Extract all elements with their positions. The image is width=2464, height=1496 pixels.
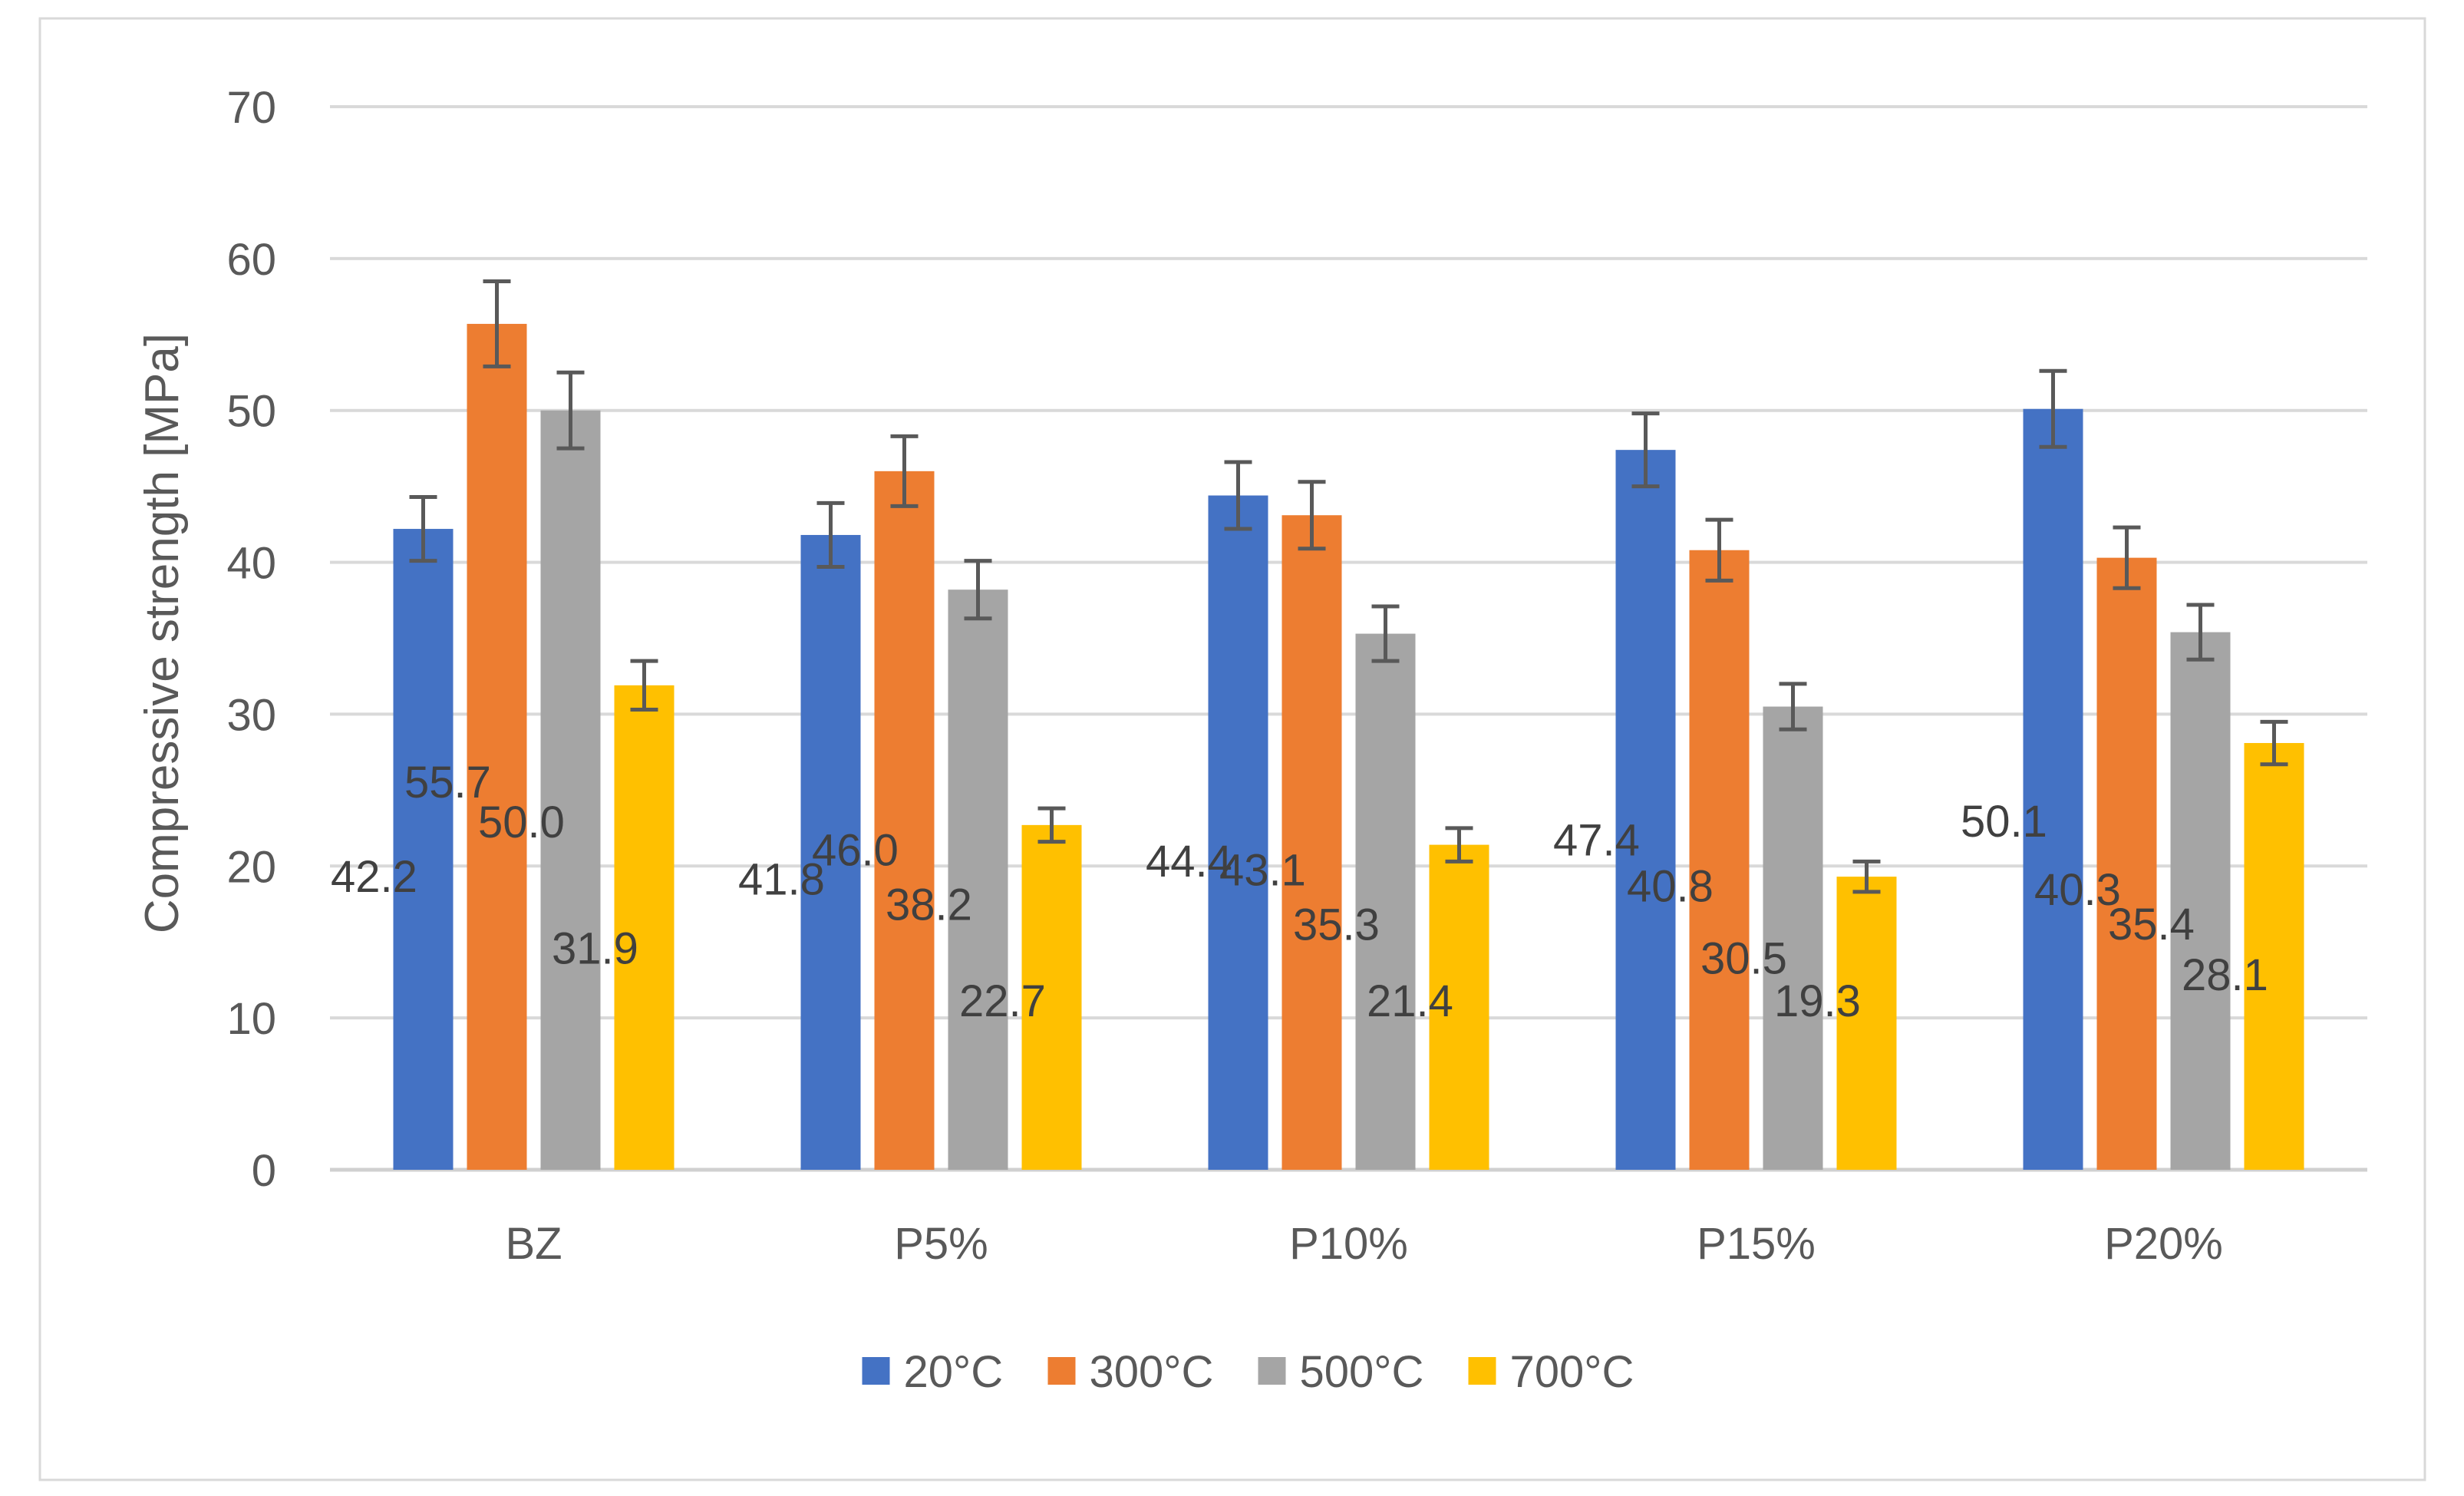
bar xyxy=(2170,632,2231,1170)
error-bar xyxy=(1224,460,1252,531)
legend-swatch xyxy=(862,1357,890,1385)
bar xyxy=(948,589,1008,1170)
data-label: 44.4 xyxy=(1146,837,1232,887)
y-axis-ticks: 0 10 20 30 40 50 60 70 xyxy=(226,83,276,1196)
y-tick-label: 0 xyxy=(252,1146,276,1196)
data-label: 35.4 xyxy=(2108,900,2195,949)
x-category-label: P20% xyxy=(2104,1219,2223,1269)
legend-item: 20°C xyxy=(862,1347,1004,1397)
bar xyxy=(467,323,527,1171)
data-labels: 42.2 55.750.0 31.9 41.846.038.2 22.7 44.443.1… xyxy=(331,758,2268,1026)
data-label: 19.3 xyxy=(1774,976,1861,1026)
bar xyxy=(1281,515,1342,1170)
error-bar xyxy=(1298,480,1326,551)
bar xyxy=(2023,408,2083,1170)
y-tick-label: 40 xyxy=(226,539,276,589)
data-label: 35.3 xyxy=(1293,900,1380,950)
y-tick-label: 50 xyxy=(226,387,276,437)
x-category-label: BZ xyxy=(505,1219,562,1269)
error-bar xyxy=(1371,604,1400,663)
error-bar xyxy=(2113,525,2141,590)
legend-item: 700°C xyxy=(1468,1347,1634,1397)
error-bar xyxy=(630,659,658,712)
legend-item: 300°C xyxy=(1047,1347,1214,1397)
bar xyxy=(393,529,454,1170)
data-label: 22.7 xyxy=(959,976,1046,1026)
bar xyxy=(614,685,675,1170)
data-label: 28.1 xyxy=(2182,950,2268,1000)
error-bar xyxy=(2186,603,2215,662)
legend-swatch xyxy=(1258,1357,1286,1385)
legend-label: 300°C xyxy=(1090,1347,1214,1397)
y-tick-label: 20 xyxy=(226,842,276,892)
bar xyxy=(1689,550,1750,1170)
data-label: 46.0 xyxy=(812,825,899,875)
bar xyxy=(540,410,601,1170)
legend-swatch xyxy=(1047,1357,1076,1385)
bar xyxy=(1429,844,1489,1170)
bar xyxy=(1355,633,1416,1170)
data-label: 38.2 xyxy=(886,880,972,930)
error-bar xyxy=(890,434,919,508)
bar xyxy=(1836,877,1897,1170)
data-label: 40.3 xyxy=(2034,865,2121,915)
error-bar xyxy=(964,559,992,621)
legend-swatch xyxy=(1468,1357,1496,1385)
legend-item: 500°C xyxy=(1258,1347,1424,1397)
error-bar xyxy=(483,279,511,368)
error-bar xyxy=(1779,682,1807,731)
error-bar xyxy=(2039,368,2067,449)
data-label: 30.5 xyxy=(1700,933,1787,983)
y-tick-label: 10 xyxy=(226,994,276,1044)
data-label: 47.4 xyxy=(1553,816,1640,866)
error-bar xyxy=(1852,859,1881,894)
data-label: 40.8 xyxy=(1627,862,1714,912)
data-label: 42.2 xyxy=(331,852,417,902)
data-label: 50.1 xyxy=(1961,797,2047,847)
x-category-label: P10% xyxy=(1289,1219,1408,1269)
data-label: 43.1 xyxy=(1219,846,1306,896)
data-label: 50.0 xyxy=(478,798,565,847)
error-bar xyxy=(2260,719,2288,767)
legend-label: 20°C xyxy=(904,1347,1004,1397)
bar xyxy=(1208,495,1268,1170)
y-tick-label: 60 xyxy=(226,235,276,285)
data-label: 55.7 xyxy=(404,758,491,807)
data-label: 21.4 xyxy=(1367,976,1453,1026)
bar xyxy=(1763,706,1823,1170)
x-axis-categories: BZ P5% P10% P15% P20% xyxy=(505,1219,2222,1269)
y-tick-label: 70 xyxy=(226,83,276,133)
y-axis-title: Compressive strength [MPa] xyxy=(136,333,189,933)
bar xyxy=(2244,743,2304,1170)
error-bar xyxy=(1705,517,1733,583)
data-label: 41.8 xyxy=(738,855,825,905)
legend-label: 500°C xyxy=(1300,1347,1424,1397)
error-bar xyxy=(1037,806,1066,844)
x-category-label: P15% xyxy=(1697,1219,1816,1269)
error-bar xyxy=(409,494,437,563)
data-label: 31.9 xyxy=(552,924,638,974)
error-bar xyxy=(1445,826,1473,864)
bar xyxy=(874,471,935,1170)
error-bar xyxy=(556,370,585,451)
x-category-label: P5% xyxy=(894,1219,988,1269)
bar xyxy=(2096,557,2157,1170)
error-bar xyxy=(816,500,845,570)
error-bars xyxy=(409,279,2288,894)
legend-label: 700°C xyxy=(1510,1347,1634,1397)
bar xyxy=(1615,450,1676,1170)
bars xyxy=(393,323,2304,1171)
bar xyxy=(800,534,861,1170)
y-tick-label: 30 xyxy=(226,690,276,740)
bar xyxy=(1021,824,1082,1170)
legend: 20°C 300°C 500°C 700°C xyxy=(862,1347,1634,1397)
error-bar xyxy=(1631,411,1660,489)
